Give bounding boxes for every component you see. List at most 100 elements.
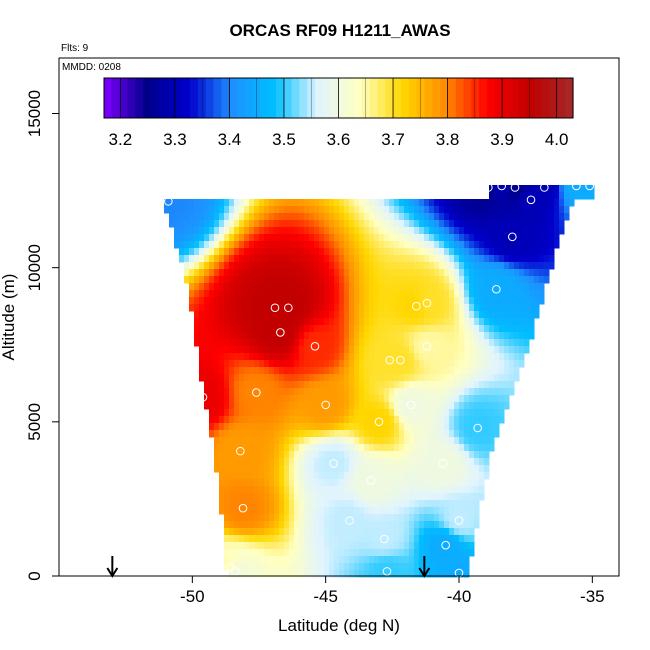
heatmap-cell (174, 234, 180, 242)
heatmap-cell (409, 276, 415, 284)
heatmap-cell (514, 248, 520, 256)
heatmap-cell (219, 430, 225, 438)
heatmap-cell (459, 423, 465, 431)
colorbar-segment (518, 78, 527, 118)
heatmap-cell (374, 416, 380, 424)
heatmap-cell (364, 206, 370, 214)
heatmap-cell (344, 213, 350, 221)
heatmap-cell (459, 227, 465, 235)
heatmap-cell (219, 255, 225, 263)
heatmap-cell (289, 346, 295, 354)
heatmap-cell (369, 339, 375, 347)
y-tick-label: 0 (25, 571, 44, 580)
heatmap-cell (464, 241, 470, 249)
heatmap-cell (259, 493, 265, 501)
heatmap-cell (239, 402, 245, 410)
heatmap-cell (324, 563, 330, 571)
heatmap-cell (359, 381, 365, 389)
heatmap-cell (379, 367, 385, 375)
heatmap-cell (299, 472, 305, 480)
heatmap-cell (174, 213, 180, 221)
heatmap-cell (214, 255, 220, 263)
heatmap-cell (324, 241, 330, 249)
heatmap-cell (274, 213, 280, 221)
heatmap-cell (254, 304, 260, 312)
heatmap-cell (434, 493, 440, 501)
heatmap-cell (474, 444, 480, 452)
heatmap-cell (444, 388, 450, 396)
colorbar-tick-label: 3.7 (381, 130, 405, 149)
heatmap-cell (304, 388, 310, 396)
heatmap-cell (494, 318, 500, 326)
heatmap-cell (239, 227, 245, 235)
heatmap-cell (454, 409, 460, 417)
heatmap-cell (469, 262, 475, 270)
heatmap-cell (349, 451, 355, 459)
heatmap-cell (294, 549, 300, 557)
heatmap-cell (219, 297, 225, 305)
heatmap-cell (449, 458, 455, 466)
heatmap-cell (474, 283, 480, 291)
heatmap-cell (414, 381, 420, 389)
colorbar-segment (299, 78, 308, 118)
heatmap-cell (444, 521, 450, 529)
heatmap-cell (449, 276, 455, 284)
heatmap-cell (264, 451, 270, 459)
heatmap-cell (504, 360, 510, 368)
heatmap-cell (434, 290, 440, 298)
heatmap-cell (479, 367, 485, 375)
heatmap-cell (484, 437, 490, 445)
heatmap-cell (329, 416, 335, 424)
heatmap-cell (349, 220, 355, 228)
heatmap-cell (369, 255, 375, 263)
heatmap-cell (309, 458, 315, 466)
heatmap-cell (454, 500, 460, 508)
heatmap-cell (219, 227, 225, 235)
heatmap-cell (324, 430, 330, 438)
heatmap-cell (259, 514, 265, 522)
heatmap-cell (324, 304, 330, 312)
heatmap-cell (434, 213, 440, 221)
heatmap-cell (229, 409, 235, 417)
heatmap-cell (424, 556, 430, 564)
heatmap-cell (444, 311, 450, 319)
heatmap-cell (379, 402, 385, 410)
heatmap-cell (424, 227, 430, 235)
heatmap-cell (314, 248, 320, 256)
heatmap-cell (474, 332, 480, 340)
heatmap-cell (499, 332, 505, 340)
heatmap-cell (424, 465, 430, 473)
colorbar-segment (401, 78, 410, 118)
heatmap-cell (389, 521, 395, 529)
heatmap-cell (514, 234, 520, 242)
heatmap-cell (449, 360, 455, 368)
heatmap-cell (294, 199, 300, 207)
heatmap-cell (349, 402, 355, 410)
heatmap-cell (289, 262, 295, 270)
heatmap-cell (264, 234, 270, 242)
heatmap-cell (429, 395, 435, 403)
heatmap-cell (399, 479, 405, 487)
heatmap-cell (429, 353, 435, 361)
heatmap-cell (469, 311, 475, 319)
heatmap-cell (389, 493, 395, 501)
heatmap-cell (464, 367, 470, 375)
heatmap-cell (534, 304, 540, 312)
heatmap-cell (364, 311, 370, 319)
heatmap-cell (424, 486, 430, 494)
heatmap-cell (389, 269, 395, 277)
heatmap-cell (399, 549, 405, 557)
heatmap-cell (494, 311, 500, 319)
heatmap-cell (519, 276, 525, 284)
heatmap-cell (314, 269, 320, 277)
heatmap-cell (294, 290, 300, 298)
heatmap-cell (349, 332, 355, 340)
heatmap-cell (389, 304, 395, 312)
heatmap-cell (529, 213, 535, 221)
heatmap-cell (544, 255, 550, 263)
heatmap-cell (499, 311, 505, 319)
heatmap-cell (444, 563, 450, 571)
heatmap-cell (359, 493, 365, 501)
heatmap-cell (454, 234, 460, 242)
heatmap-cell (184, 262, 190, 270)
